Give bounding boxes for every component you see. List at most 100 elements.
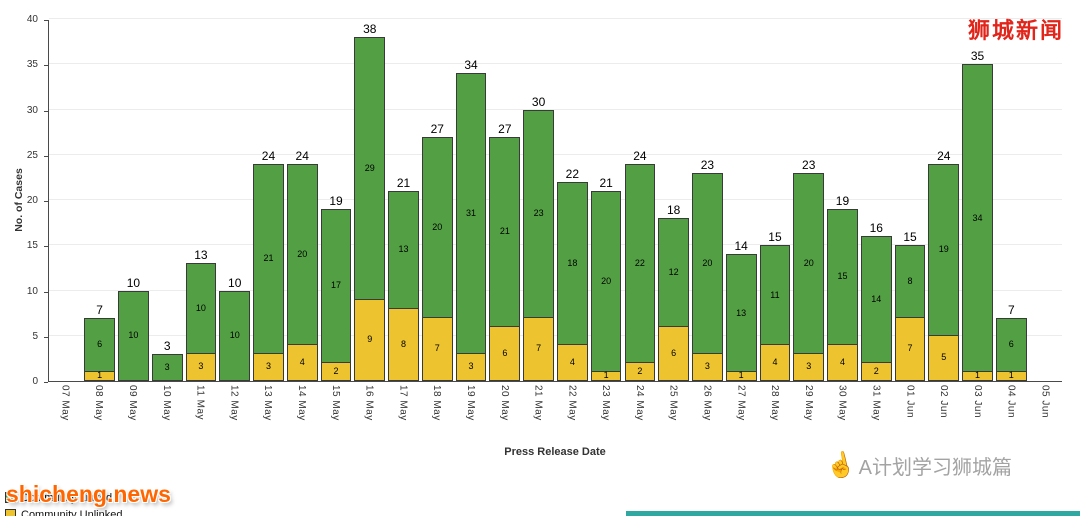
unlinked-segment[interactable]: 1 — [725, 371, 757, 381]
unlinked-segment[interactable]: 8 — [388, 308, 419, 381]
linked-segment[interactable]: 29 — [354, 37, 386, 300]
y-tick-label: 15 — [26, 240, 38, 252]
linked-segment[interactable]: 31 — [455, 73, 487, 354]
linked-segment[interactable]: 20 — [692, 172, 723, 354]
unlinked-segment[interactable]: 3 — [185, 353, 217, 381]
bar-23-may[interactable]: 21 20 1 — [590, 176, 622, 381]
bar-30-may[interactable]: 19 15 4 — [827, 194, 858, 381]
bar-03-jun[interactable]: 35 34 1 — [962, 49, 993, 381]
x-tick: 01 Jun — [893, 385, 927, 421]
linked-segment[interactable]: 3 — [151, 353, 183, 381]
linked-segment[interactable]: 13 — [388, 190, 419, 309]
unlinked-segment[interactable]: 3 — [692, 353, 723, 381]
linked-segment[interactable]: 12 — [658, 218, 690, 327]
legend-item[interactable]: Community Unlinked — [5, 506, 122, 516]
bar-25-may[interactable]: 18 12 6 — [658, 203, 690, 381]
linked-segment[interactable]: 21 — [489, 136, 521, 327]
unlinked-segment[interactable]: 1 — [590, 371, 622, 381]
bar-01-jun[interactable]: 15 8 7 — [894, 230, 926, 381]
bar-09-may[interactable]: 10 10 — [118, 276, 149, 381]
unlinked-segment[interactable]: 1 — [962, 371, 993, 381]
linked-segment[interactable]: 22 — [624, 163, 656, 363]
bar-19-may[interactable]: 34 31 3 — [455, 58, 487, 381]
bar-15-may[interactable]: 19 17 2 — [320, 194, 352, 381]
linked-segment[interactable]: 20 — [421, 136, 453, 318]
bar-28-may[interactable]: 15 11 4 — [759, 230, 791, 381]
bar-18-may[interactable]: 27 20 7 — [421, 122, 453, 381]
bar-12-may[interactable]: 10 10 — [219, 276, 251, 381]
linked-segment[interactable]: 21 — [253, 163, 284, 354]
x-tick: 22 May — [555, 385, 589, 421]
unlinked-segment[interactable]: 2 — [320, 362, 352, 381]
x-tick-label: 21 May — [532, 385, 544, 421]
bar-27-may[interactable]: 14 13 1 — [725, 239, 757, 381]
total-label: 23 — [802, 157, 816, 172]
unlinked-segment[interactable]: 1 — [84, 371, 115, 381]
unlinked-segment[interactable]: 4 — [557, 344, 588, 381]
unlinked-segment[interactable]: 9 — [354, 299, 386, 381]
x-tick: 16 May — [352, 385, 386, 421]
unlinked-segment[interactable]: 7 — [523, 317, 554, 381]
linked-segment[interactable]: 6 — [995, 317, 1027, 372]
linked-segment[interactable]: 10 — [118, 290, 149, 381]
unlinked-segment[interactable]: 7 — [894, 317, 926, 381]
linked-segment[interactable]: 8 — [894, 245, 926, 318]
unlinked-segment[interactable]: 1 — [995, 371, 1027, 381]
linked-segment[interactable]: 23 — [523, 109, 554, 318]
bar-02-jun[interactable]: 24 19 5 — [928, 149, 960, 381]
bar-17-may[interactable]: 21 13 8 — [388, 176, 419, 381]
bar-21-may[interactable]: 30 23 7 — [523, 95, 554, 381]
y-tick-label: 25 — [26, 149, 38, 161]
linked-segment[interactable]: 19 — [928, 163, 960, 336]
unlinked-segment[interactable]: 4 — [759, 344, 791, 381]
unlinked-segment[interactable]: 6 — [489, 326, 521, 381]
bar-22-may[interactable]: 22 18 4 — [557, 167, 588, 381]
bar-slot: 10 10 — [218, 20, 252, 381]
unlinked-segment[interactable]: 2 — [624, 362, 656, 381]
total-label: 15 — [903, 230, 917, 245]
unlinked-segment[interactable]: 3 — [253, 353, 284, 381]
linked-segment[interactable]: 6 — [84, 317, 115, 372]
unlinked-segment[interactable]: 4 — [827, 344, 858, 381]
linked-segment[interactable]: 20 — [286, 163, 318, 345]
bar-20-may[interactable]: 27 21 6 — [489, 122, 521, 381]
linked-segment[interactable]: 20 — [793, 172, 825, 354]
linked-segment[interactable]: 34 — [962, 64, 993, 372]
linked-segment[interactable]: 13 — [725, 254, 757, 372]
unlinked-segment[interactable]: 7 — [421, 317, 453, 381]
bar-slot: 21 13 8 — [387, 20, 421, 381]
unlinked-segment[interactable]: 2 — [860, 362, 892, 381]
linked-segment[interactable]: 17 — [320, 209, 352, 363]
linked-segment[interactable]: 10 — [185, 263, 217, 354]
bar-31-may[interactable]: 16 14 2 — [860, 221, 892, 381]
bar-13-may[interactable]: 24 21 3 — [253, 149, 284, 381]
linked-segment[interactable]: 10 — [219, 290, 251, 381]
linked-segment[interactable]: 11 — [759, 245, 791, 345]
bar-14-may[interactable]: 24 20 4 — [286, 149, 318, 381]
linked-segment[interactable]: 15 — [827, 209, 858, 345]
bottom-strip — [626, 511, 1080, 516]
bar-29-may[interactable]: 23 20 3 — [793, 158, 825, 381]
linked-segment[interactable]: 18 — [557, 181, 588, 345]
x-tick: 20 May — [487, 385, 521, 421]
bar-24-may[interactable]: 24 22 2 — [624, 149, 656, 381]
x-tick-label: 20 May — [498, 385, 510, 421]
total-label: 21 — [599, 175, 613, 190]
linked-segment[interactable]: 20 — [590, 190, 622, 372]
linked-segment[interactable]: 14 — [860, 236, 892, 363]
total-label: 38 — [363, 22, 377, 37]
bar-11-may[interactable]: 13 10 3 — [185, 248, 217, 381]
legend-item[interactable]: Community Linked — [5, 489, 122, 506]
unlinked-segment[interactable]: 3 — [793, 353, 825, 381]
bar-26-may[interactable]: 23 20 3 — [692, 158, 723, 381]
unlinked-segment[interactable]: 6 — [658, 326, 690, 381]
unlinked-segment[interactable]: 3 — [455, 353, 487, 381]
total-label: 19 — [329, 194, 343, 209]
x-tick: 14 May — [285, 385, 319, 421]
unlinked-segment[interactable]: 4 — [286, 344, 318, 381]
unlinked-segment[interactable]: 5 — [928, 335, 960, 381]
bar-16-may[interactable]: 38 29 9 — [354, 22, 386, 381]
